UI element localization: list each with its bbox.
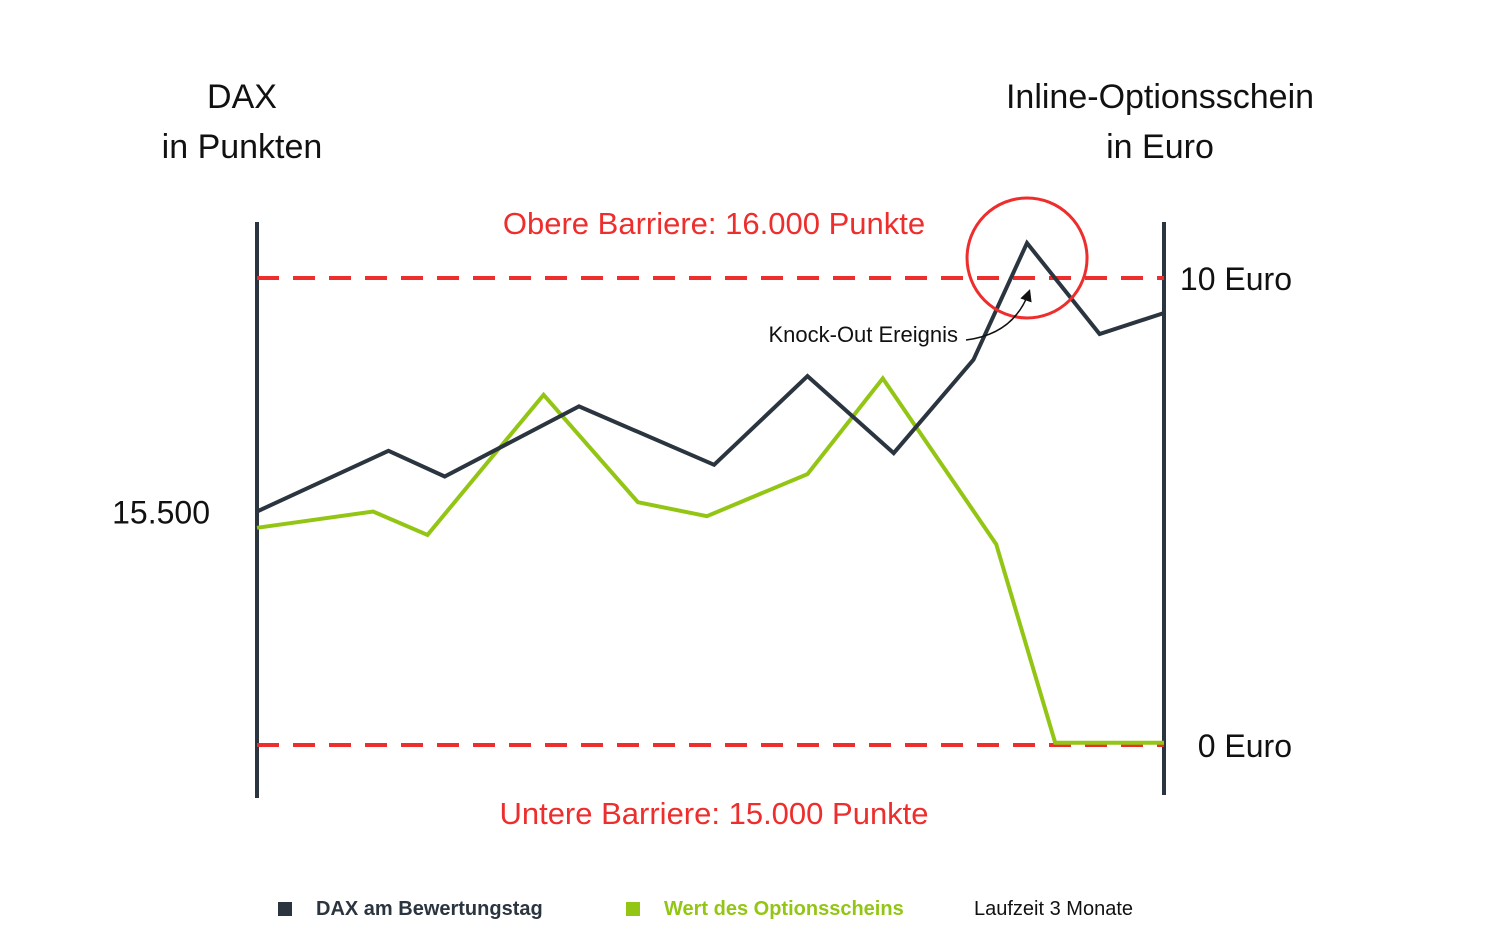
legend-item-option: Wert des Optionsscheins <box>626 893 904 925</box>
legend: DAX am Bewertungstag Wert des Optionssch… <box>0 893 1500 925</box>
left-axis-title: DAX in Punkten <box>120 72 364 172</box>
right-tick-label-1: 0 Euro <box>1198 728 1292 764</box>
legend-label-option: Wert des Optionsscheins <box>664 898 904 920</box>
upper-barrier-label: Obere Barriere: 16.000 Punkte <box>503 206 925 241</box>
dax-series-line <box>256 239 1165 514</box>
right-axis-title: Inline-Optionsschein in Euro <box>960 72 1360 172</box>
lower-barrier-label: Untere Barriere: 15.000 Punkte <box>499 796 928 831</box>
knockout-label: Knock-Out Ereignis <box>768 322 958 347</box>
knockout-circle <box>965 196 1089 320</box>
left-tick-label-0: 15.500 <box>112 495 210 531</box>
right-axis-title-line-1: Inline-Optionsschein <box>1005 78 1315 116</box>
option-series-line <box>256 375 1164 745</box>
right-axis-title-line-2: in Euro <box>1106 128 1214 166</box>
legend-label-dax: DAX am Bewertungstag <box>316 898 543 920</box>
left-axis-title-line-1: DAX <box>207 78 277 116</box>
legend-swatch-option <box>626 902 640 916</box>
left-axis-title-line-2: in Punkten <box>161 128 323 166</box>
legend-note-term: Laufzeit 3 Monate <box>974 898 1133 920</box>
knockout-arrow <box>965 289 1032 341</box>
right-tick-label-0: 10 Euro <box>1180 261 1292 297</box>
legend-swatch-dax <box>278 902 292 916</box>
legend-item-dax: DAX am Bewertungstag <box>278 893 543 925</box>
